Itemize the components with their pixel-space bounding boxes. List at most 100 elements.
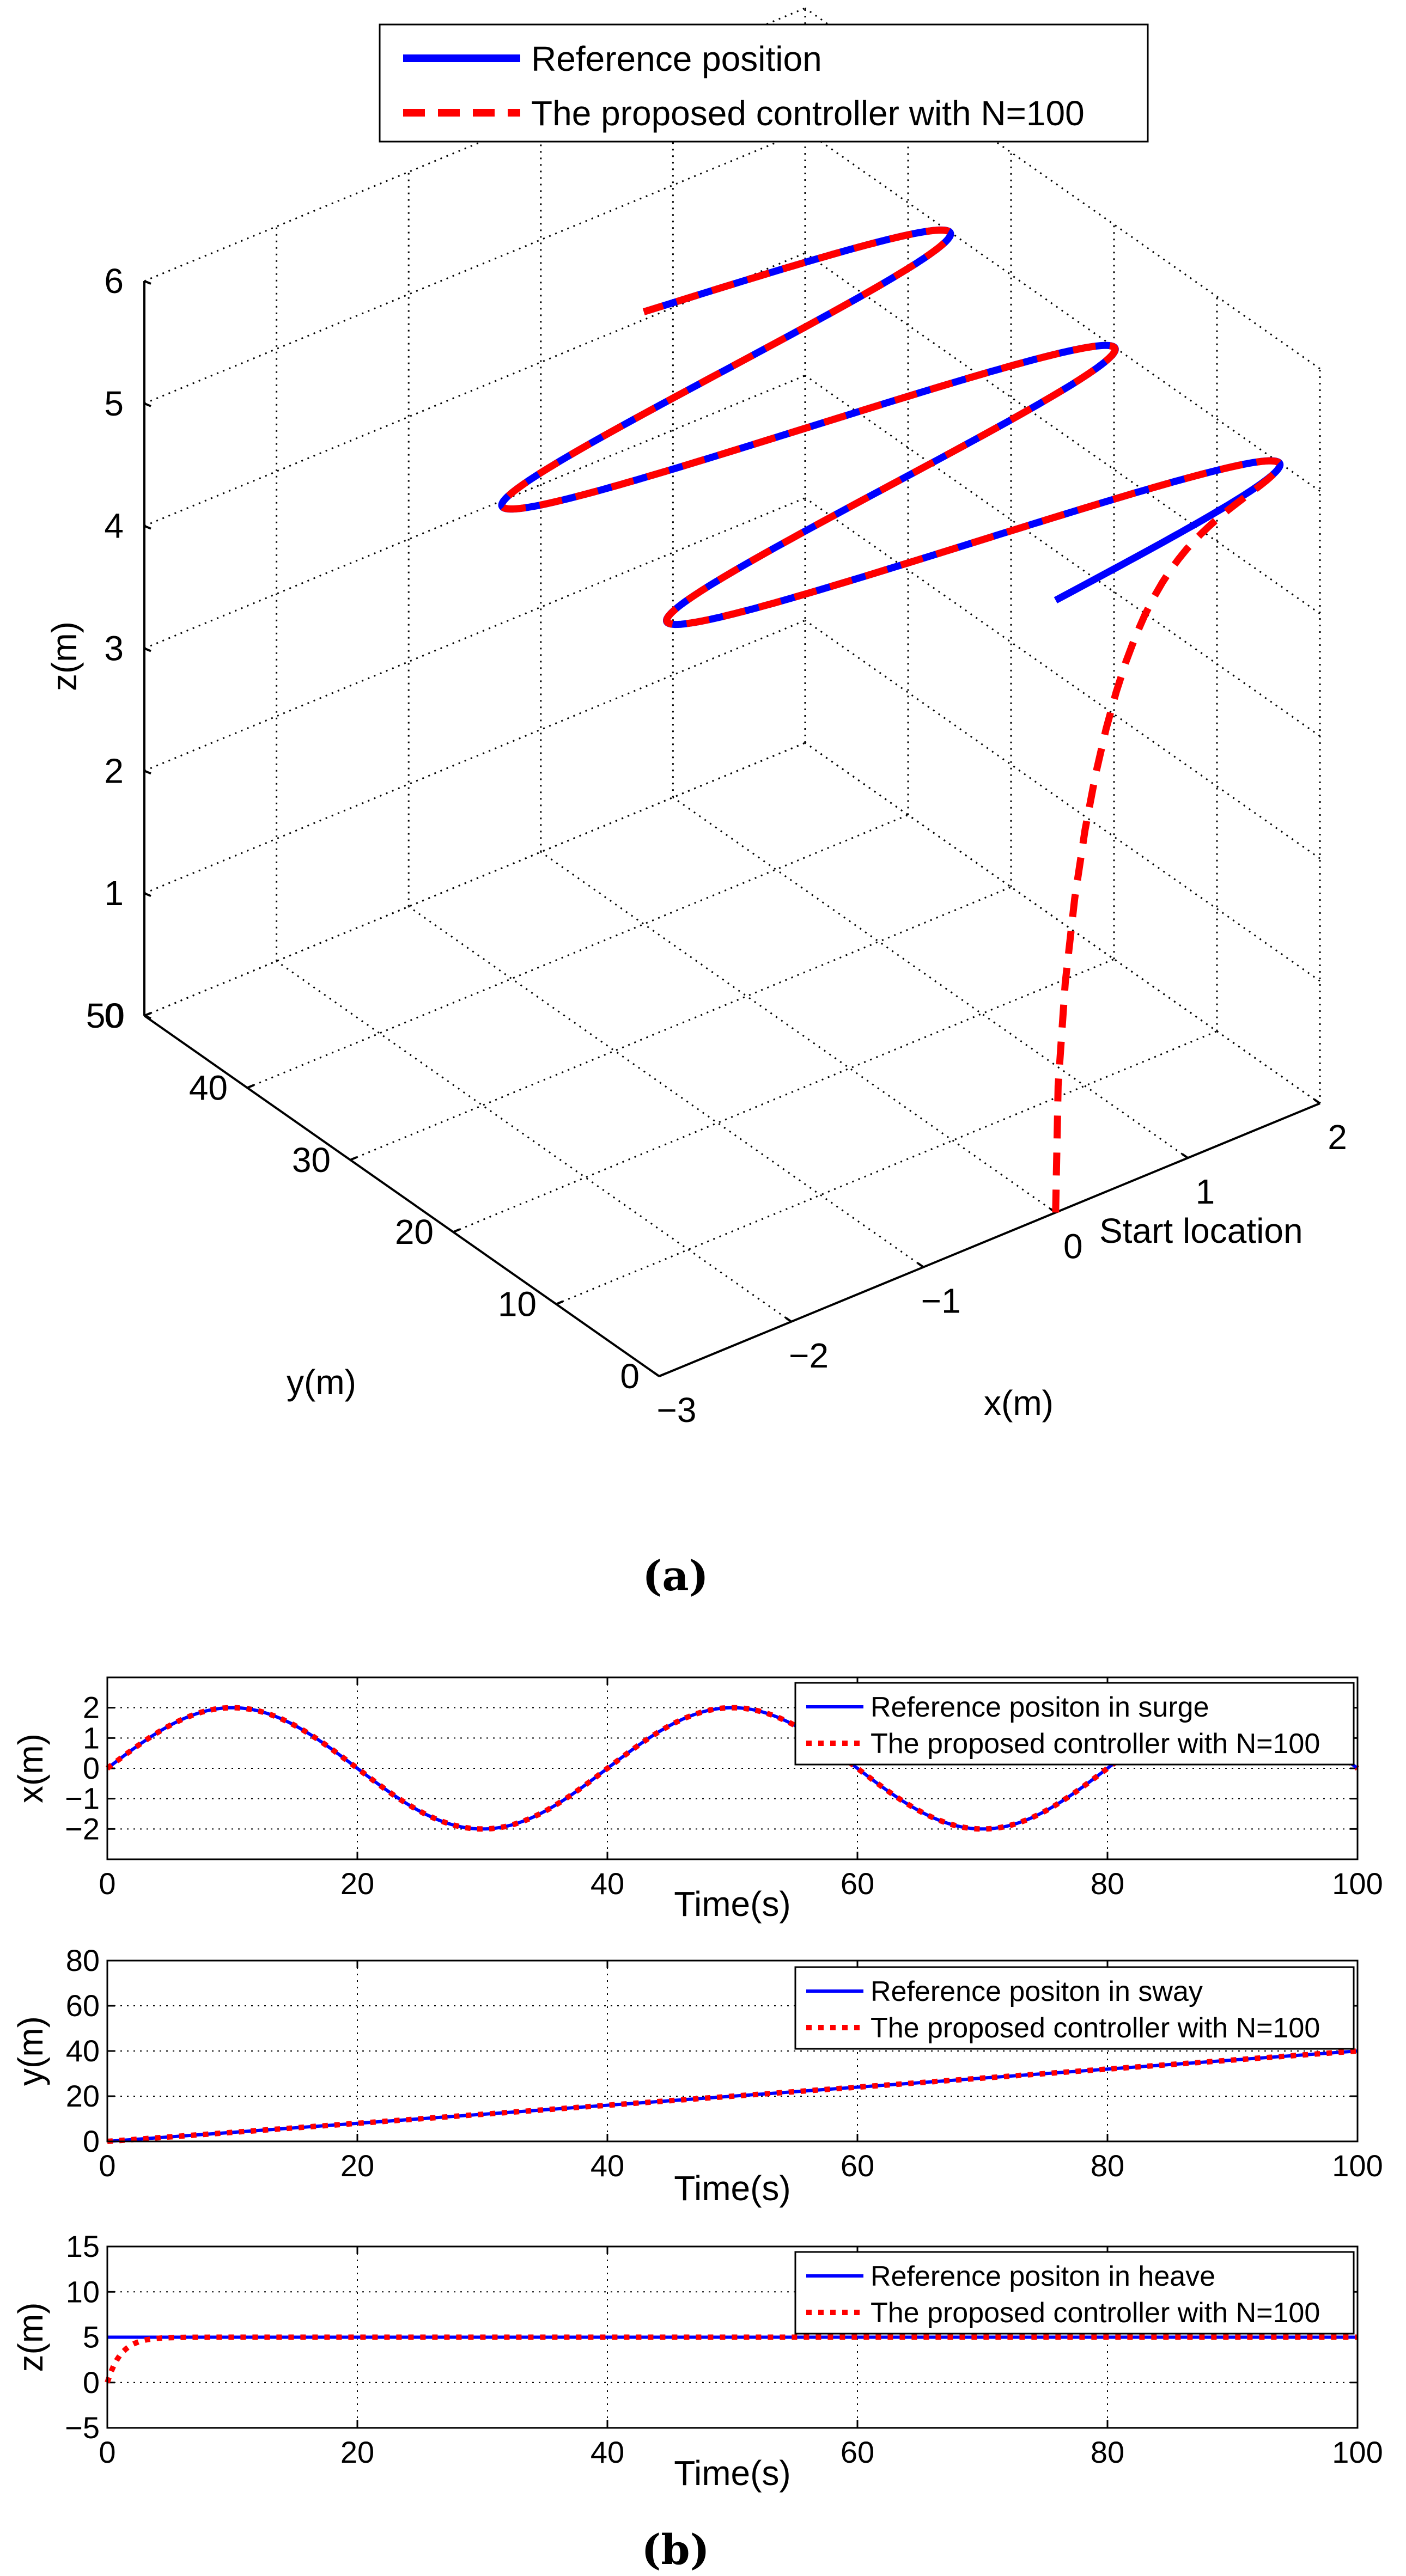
y-tick-label: 0 (83, 2365, 100, 2400)
x-tick-label: 1 (1196, 1172, 1215, 1211)
legend-box (379, 23, 1149, 143)
z-axis-label: z(m) (45, 621, 84, 691)
grid-side-z (805, 252, 1320, 614)
y-tick-label: −2 (65, 1811, 100, 1846)
x-tick-label: 100 (1332, 1866, 1383, 1901)
x-tick-label: 40 (591, 1866, 624, 1901)
x-axis-label: Time(s) (674, 1884, 790, 1924)
plot-frame (106, 1960, 1359, 2142)
z-tick (144, 892, 151, 898)
x-tick-label: −2 (789, 1336, 829, 1375)
x-tick-label: 80 (1091, 1866, 1124, 1901)
y-tick-label: 30 (292, 1140, 331, 1180)
z-tick-label: 0 (104, 996, 124, 1035)
x-tick-label: 20 (340, 2148, 374, 2183)
grid-floor-y (247, 814, 909, 1089)
x-axis-line (659, 1102, 1320, 1377)
y-tick (350, 1156, 357, 1161)
y-tick-label: 40 (189, 1068, 228, 1107)
x-tick (653, 1371, 660, 1377)
y-tick-label: 0 (620, 1357, 640, 1396)
x-tick-label: 0 (99, 2435, 115, 2469)
x-axis-label: Time(s) (674, 2453, 790, 2493)
legend-box (794, 1682, 1355, 1766)
grid-side-z (805, 619, 1320, 982)
grid-back-z (144, 497, 806, 772)
y-axis-label: x(m) (11, 1733, 50, 1803)
x-tick-label: 2 (1328, 1118, 1347, 1157)
grid-floor-x (672, 796, 1189, 1159)
x-tick-label: 60 (841, 2435, 874, 2469)
y-tick-label: 0 (83, 2124, 100, 2158)
panel-a-label: (a) (642, 1552, 708, 1600)
x-tick-label: 60 (841, 2148, 874, 2183)
z-tick-label: 2 (104, 751, 124, 790)
y-axis-label: y(m) (11, 2016, 50, 2086)
legend-label-reference: Reference positon in heave (871, 2261, 1215, 2292)
legend-label-reference: Reference positon in surge (871, 1692, 1209, 1723)
x-tick-label: 100 (1332, 2435, 1383, 2469)
x-tick-label: 0 (99, 2148, 115, 2183)
y-tick-label: 50 (86, 996, 125, 1035)
y-axis-label: y(m) (287, 1363, 356, 1402)
subplot-sway: 0 20 40 60 80 100 0 20 40 60 80 Reference positon i… (11, 1943, 1383, 2208)
z-tick (144, 647, 151, 652)
y-tick-label: 2 (83, 1690, 100, 1725)
y-tick-label: 20 (395, 1212, 434, 1252)
legend-box (794, 1966, 1355, 2050)
series-controller-surge (105, 1705, 1360, 1832)
y-tick-label: 60 (66, 1988, 100, 2023)
y-tick (247, 1084, 254, 1089)
grid-back-z (144, 742, 806, 1017)
series-controller-sway (107, 2048, 1358, 2144)
y-tick (659, 1372, 666, 1377)
x-axis-label: Time(s) (674, 2169, 790, 2208)
x-tick-label: 100 (1332, 2148, 1383, 2183)
z-tick (144, 280, 151, 285)
x-tick (917, 1262, 924, 1268)
z-tick-label: 6 (104, 261, 124, 301)
plot-frame (106, 2245, 1359, 2429)
grid-back-z (144, 375, 806, 649)
grid-side-z (805, 375, 1320, 737)
grid-floor-x (540, 851, 1056, 1213)
grid-back-z (144, 619, 806, 894)
legend-label-controller: The proposed controller with N=100 (871, 1728, 1320, 1760)
legend-box (794, 2251, 1355, 2335)
y-tick-label: −1 (65, 1781, 100, 1816)
z-tick-label: 1 (104, 874, 124, 913)
y-tick-label: 40 (66, 2034, 100, 2068)
x-tick-label: 20 (340, 1866, 374, 1901)
x-tick (785, 1317, 792, 1323)
grid-back-z (144, 130, 806, 405)
grid-3d (143, 7, 1321, 1323)
grid-floor-y (350, 886, 1012, 1161)
x-tick (1182, 1153, 1189, 1159)
start-location-annotation: Start location (1099, 1211, 1303, 1250)
y-tick-label: 80 (66, 1943, 100, 1977)
x-tick-label: −1 (921, 1281, 961, 1321)
z-tick (144, 402, 151, 407)
y-axis-label: z(m) (11, 2303, 50, 2372)
grid-side-z (805, 497, 1320, 859)
y-tick-label: 20 (66, 2079, 100, 2113)
x-tick-label: 0 (1063, 1226, 1083, 1266)
y-tick-label: 15 (66, 2229, 100, 2263)
z-tick-label: 3 (104, 629, 124, 668)
x-tick-label: 40 (591, 2148, 624, 2183)
grid-side-z (805, 742, 1320, 1104)
axes-3d (143, 280, 1321, 1377)
y-tick-label: 10 (498, 1285, 537, 1324)
y-tick (556, 1300, 563, 1305)
x-tick (1313, 1098, 1321, 1104)
grid-floor-x (408, 906, 924, 1268)
plot-frame (106, 1676, 1359, 1860)
x-tick-label: 80 (1091, 2148, 1124, 2183)
z-tick-label: 4 (104, 506, 124, 546)
x-tick-label: 60 (841, 1866, 874, 1901)
z-tick (144, 524, 151, 530)
